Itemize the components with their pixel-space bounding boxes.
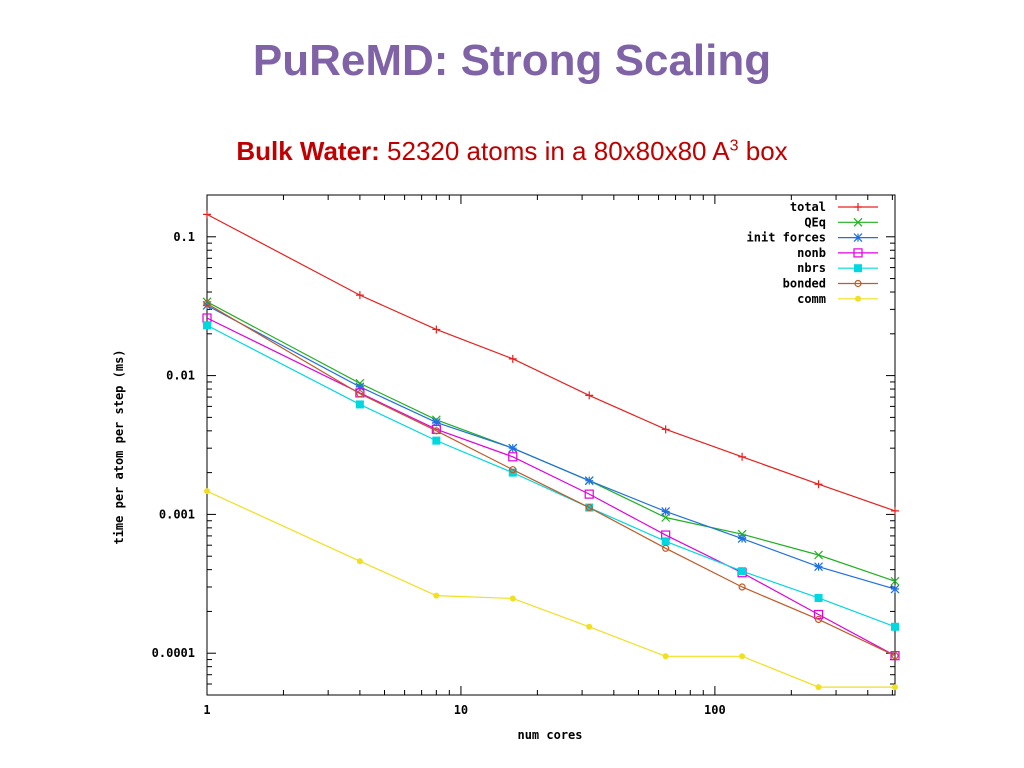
data-point	[739, 653, 746, 660]
legend-label: total	[790, 200, 826, 214]
data-point	[662, 653, 669, 660]
data-point	[853, 217, 863, 227]
plot-frame	[206, 194, 896, 696]
data-point	[203, 210, 211, 219]
data-point	[661, 507, 671, 516]
data-point	[431, 417, 441, 427]
data-point	[585, 503, 593, 512]
series-QEq	[202, 297, 900, 586]
chart-series	[202, 210, 900, 691]
data-point	[662, 544, 670, 552]
series-nonb	[202, 313, 900, 661]
data-point	[855, 295, 861, 302]
x-tick-label: 100	[704, 703, 726, 717]
data-point	[737, 534, 747, 543]
series-line	[206, 317, 896, 657]
data-point	[890, 651, 900, 661]
data-point	[509, 466, 517, 474]
chart-axes: 1 10 100 0.1 0.01 0.001 0.0001	[152, 194, 896, 717]
data-point	[814, 562, 823, 572]
data-point	[738, 567, 747, 576]
data-point	[508, 443, 518, 453]
series-line	[206, 303, 896, 657]
data-point	[854, 203, 862, 211]
series-total	[203, 210, 899, 515]
data-point	[813, 609, 824, 620]
y-tick-label: 0.001	[159, 507, 195, 521]
y-tick-label: 0.0001	[152, 646, 195, 660]
data-point	[508, 354, 517, 363]
legend-label: comm	[797, 292, 826, 306]
data-point	[202, 301, 212, 310]
subtitle-text: 52320 atoms in a 80x80x80 A	[379, 136, 730, 166]
data-point	[892, 684, 898, 691]
data-point	[890, 576, 900, 586]
legend-label: QEq	[804, 215, 826, 229]
data-point	[738, 583, 746, 591]
data-point	[355, 400, 364, 409]
data-point	[814, 615, 823, 624]
x-axis-label: num cores	[517, 728, 582, 742]
data-point	[814, 550, 823, 560]
data-point	[890, 584, 900, 594]
data-point	[355, 291, 364, 300]
data-point	[203, 321, 211, 330]
data-point	[584, 489, 594, 499]
data-point	[891, 652, 899, 660]
subtitle-bold: Bulk Water:	[236, 136, 380, 166]
legend-label: nonb	[797, 246, 826, 260]
data-point	[854, 279, 862, 288]
data-point	[814, 593, 823, 602]
data-point	[891, 506, 899, 515]
series-init-forces	[202, 301, 900, 594]
series-line	[206, 301, 896, 582]
series-line	[206, 213, 896, 512]
data-point	[356, 558, 363, 565]
data-point	[432, 427, 440, 435]
data-point	[433, 592, 440, 599]
data-point	[853, 233, 863, 243]
data-point	[815, 684, 822, 691]
data-point	[585, 391, 594, 400]
series-line	[206, 304, 896, 590]
y-tick-label: 0.1	[173, 230, 195, 244]
x-tick-label: 10	[454, 703, 468, 717]
legend-label: init forces	[747, 231, 826, 245]
series-bonded	[203, 300, 899, 660]
data-point	[356, 390, 364, 398]
subtitle-tail: box	[738, 136, 788, 166]
y-axis-label: time per atom per step (ms)	[112, 349, 126, 544]
data-point	[891, 622, 899, 631]
data-point	[203, 300, 211, 308]
slide-title: PuReMD: Strong Scaling	[252, 36, 772, 85]
series-comm	[204, 488, 898, 691]
legend-label: bonded	[783, 277, 826, 291]
data-point	[854, 264, 862, 273]
data-point	[737, 529, 747, 539]
data-point	[814, 480, 823, 489]
data-point	[661, 425, 670, 434]
data-point	[738, 452, 747, 461]
y-tick-label: 0.01	[166, 369, 195, 383]
slide-subtitle: Bulk Water: 52320 atoms in a 80x80x80 A3…	[0, 136, 1024, 167]
x-tick-label: 1	[203, 703, 210, 717]
data-point	[661, 537, 670, 546]
data-point	[355, 382, 365, 392]
legend-label: nbrs	[797, 261, 826, 275]
data-point	[508, 452, 518, 462]
data-point	[204, 488, 210, 495]
data-point	[853, 248, 863, 258]
data-point	[432, 325, 441, 334]
data-point	[509, 595, 516, 602]
data-point	[584, 476, 594, 486]
data-point	[586, 623, 593, 630]
data-point	[432, 436, 441, 445]
subtitle-superscript: 3	[729, 137, 739, 155]
